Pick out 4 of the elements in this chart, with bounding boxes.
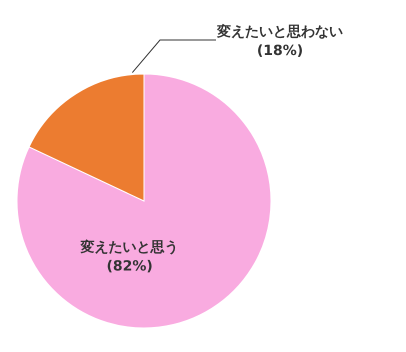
slice-label: 変えたいと思わない <box>216 23 343 40</box>
data-label: (82%) <box>106 258 153 274</box>
data-label: (18%) <box>256 43 304 59</box>
slice-label: 変えたいと思う <box>80 238 179 256</box>
